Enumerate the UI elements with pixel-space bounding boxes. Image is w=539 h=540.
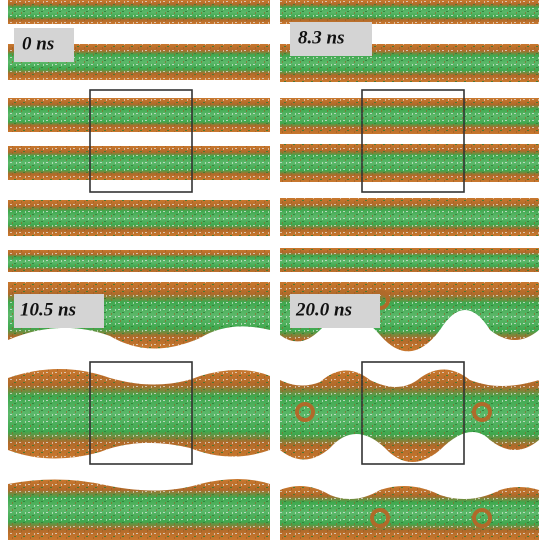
label-box — [290, 22, 372, 56]
region-frame — [361, 361, 465, 465]
time-label: 20.0 ns — [295, 299, 352, 320]
region-frame — [361, 89, 465, 193]
panel-0ns — [8, 0, 270, 272]
time-label: 0 ns — [22, 33, 54, 54]
label-box — [290, 294, 380, 328]
panel-8ns — [280, 0, 539, 272]
region-frame — [89, 89, 193, 193]
label-box — [14, 28, 74, 62]
label-box — [14, 294, 104, 328]
time-label: 8.3 ns — [298, 27, 344, 48]
region-frame — [89, 361, 193, 465]
time-label: 10.5 ns — [20, 299, 76, 320]
